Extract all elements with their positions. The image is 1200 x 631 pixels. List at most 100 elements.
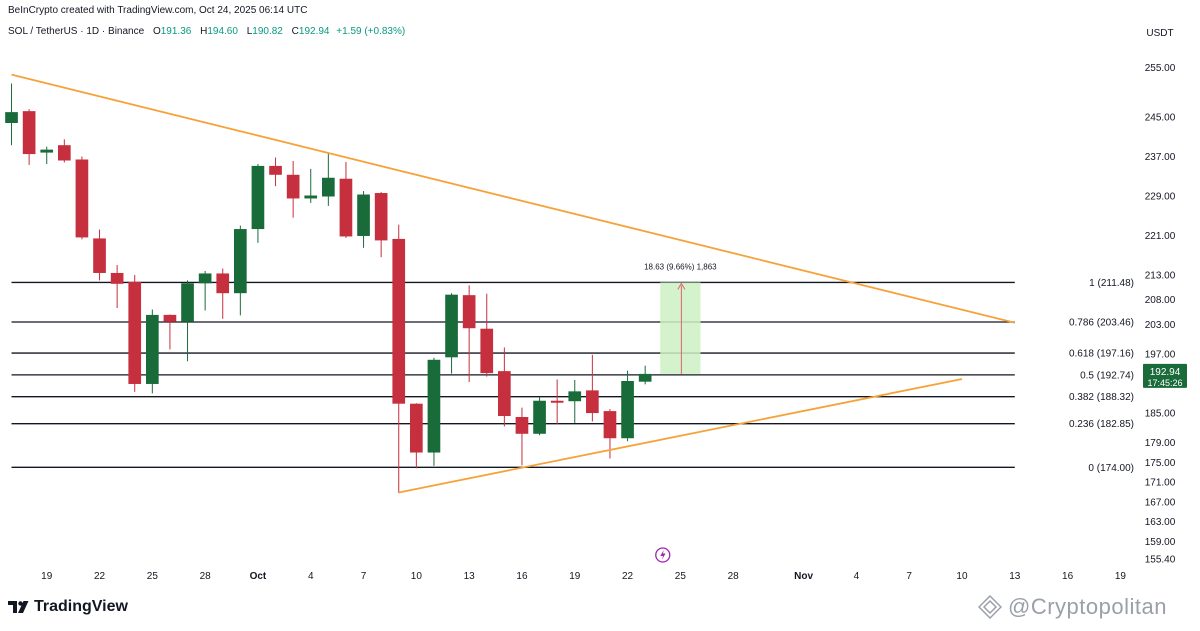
- time-tick-label: 10: [411, 571, 423, 582]
- candle-body[interactable]: [145, 314, 159, 384]
- candle-body[interactable]: [40, 149, 54, 153]
- price-tick-label: 221.00: [1145, 231, 1176, 242]
- time-tick-label: 7: [361, 571, 367, 582]
- time-axis[interactable]: 19 22 25 28 Oct 4 7 10 13 16 19 22 25 28 Nov 4 7 10 13 16 19: [41, 571, 1126, 582]
- time-tick-label: 4: [854, 571, 860, 582]
- tradingview-brand[interactable]: TradingView: [8, 598, 128, 616]
- price-projection[interactable]: 18.63 (9.66%) 1,863: [644, 262, 717, 374]
- price-tag-value: 192.94: [1150, 367, 1181, 378]
- price-tick-label: 213.00: [1145, 270, 1176, 281]
- price-tick-label: 245.00: [1145, 113, 1176, 124]
- time-tick-label: 25: [675, 571, 687, 582]
- candle-body[interactable]: [445, 294, 458, 358]
- currency-label[interactable]: USDT: [1146, 28, 1173, 39]
- candle-body[interactable]: [638, 373, 652, 382]
- candle-body[interactable]: [621, 381, 634, 439]
- projection-box[interactable]: [660, 282, 701, 374]
- candle-body[interactable]: [339, 178, 353, 237]
- price-tick-label: 167.00: [1145, 497, 1176, 508]
- fib-label: 0.5 (192.74): [1080, 370, 1134, 381]
- candle-body[interactable]: [234, 229, 247, 294]
- price-axis[interactable]: USDT 255.00 245.00 237.00 229.00 221.00 213.0…: [1145, 28, 1176, 566]
- symbol-legend: SOL / TetherUS · 1D · Binance O191.36 H1…: [8, 26, 405, 37]
- candle-body[interactable]: [181, 283, 194, 322]
- price-tick-label: 229.00: [1145, 192, 1176, 203]
- candle-body[interactable]: [410, 403, 423, 453]
- candle-body[interactable]: [392, 238, 406, 404]
- time-tick-label: 22: [94, 571, 106, 582]
- time-tick-label: 22: [622, 571, 634, 582]
- time-tick-label: 16: [1062, 571, 1074, 582]
- time-tick-label: 25: [147, 571, 159, 582]
- price-tick-label: 179.00: [1145, 438, 1176, 449]
- price-tick-label: 208.00: [1145, 295, 1176, 306]
- candle-body[interactable]: [586, 390, 599, 414]
- candle-body[interactable]: [22, 111, 36, 155]
- price-tick-label: 237.00: [1145, 152, 1176, 163]
- price-tick-label: 163.00: [1145, 517, 1176, 528]
- fib-label: 0.236 (182.85): [1069, 419, 1134, 430]
- symbol-name[interactable]: SOL / TetherUS · 1D · Binance: [8, 26, 145, 37]
- close-key: C: [291, 26, 299, 37]
- projection-label: 18.63 (9.66%) 1,863: [644, 262, 717, 271]
- candle-body[interactable]: [515, 417, 529, 434]
- event-marker[interactable]: [655, 547, 671, 563]
- cryptopolitan-watermark: @Cryptopolitan: [978, 594, 1167, 620]
- candle-body[interactable]: [198, 273, 212, 284]
- time-tick-label: 7: [906, 571, 912, 582]
- candle-body[interactable]: [110, 272, 124, 284]
- candle-body[interactable]: [427, 359, 441, 453]
- time-tick-label: Nov: [794, 571, 813, 582]
- projection-arrow-icon: [677, 282, 686, 290]
- low-key: L: [246, 26, 253, 37]
- candle-body[interactable]: [216, 273, 230, 294]
- candle-body[interactable]: [568, 391, 582, 402]
- low-value: 190.82: [252, 26, 283, 37]
- candle-body[interactable]: [498, 371, 511, 417]
- candle-body[interactable]: [462, 295, 476, 329]
- time-tick-label: Oct: [250, 571, 267, 582]
- tradingview-logo-icon: [8, 601, 29, 613]
- price-tick-label: 185.00: [1145, 409, 1176, 420]
- lightning-bolt-glyph: [660, 550, 666, 560]
- price-tick-label: 171.00: [1145, 478, 1176, 489]
- time-tick-label: 13: [464, 571, 476, 582]
- candle-body[interactable]: [374, 193, 388, 241]
- time-tick-label: 28: [728, 571, 740, 582]
- candle-body[interactable]: [57, 145, 71, 161]
- candle-body[interactable]: [251, 165, 265, 230]
- trendlines[interactable]: [11, 73, 1016, 494]
- candle-body[interactable]: [322, 177, 335, 197]
- candle-body[interactable]: [304, 195, 318, 199]
- candle-body[interactable]: [603, 411, 617, 439]
- candle-body[interactable]: [480, 328, 494, 374]
- candle-body[interactable]: [357, 194, 370, 236]
- fib-label: 0.382 (188.32): [1069, 392, 1134, 403]
- cryptopolitan-logo-icon: [978, 595, 1002, 619]
- trendline[interactable]: [398, 378, 963, 494]
- candle-body[interactable]: [550, 400, 564, 403]
- candle-body[interactable]: [163, 314, 177, 322]
- time-tick-label: 28: [200, 571, 212, 582]
- fib-retracement[interactable]: 1 (211.48) 0.786 (203.46) 0.618 (197.16) 0.…: [11, 278, 1134, 474]
- candles[interactable]: [5, 83, 652, 493]
- candle-body[interactable]: [93, 238, 106, 273]
- candle-body[interactable]: [75, 159, 89, 238]
- fib-label: 0.786 (203.46): [1069, 317, 1134, 328]
- high-value: 194.60: [207, 26, 238, 37]
- trendline[interactable]: [11, 73, 1016, 324]
- price-tick-label: 203.00: [1145, 320, 1176, 331]
- brand-label: TradingView: [34, 598, 128, 615]
- candle-body[interactable]: [533, 400, 546, 434]
- candle-body[interactable]: [286, 174, 300, 199]
- candle-body[interactable]: [269, 165, 282, 175]
- candle-body[interactable]: [128, 281, 142, 384]
- candle-body[interactable]: [5, 112, 18, 123]
- price-tick-label: 159.00: [1145, 537, 1176, 548]
- time-tick-label: 13: [1009, 571, 1021, 582]
- time-tick-label: 19: [41, 571, 53, 582]
- price-tick-label: 197.00: [1145, 349, 1176, 360]
- open-value: 191.36: [160, 26, 192, 37]
